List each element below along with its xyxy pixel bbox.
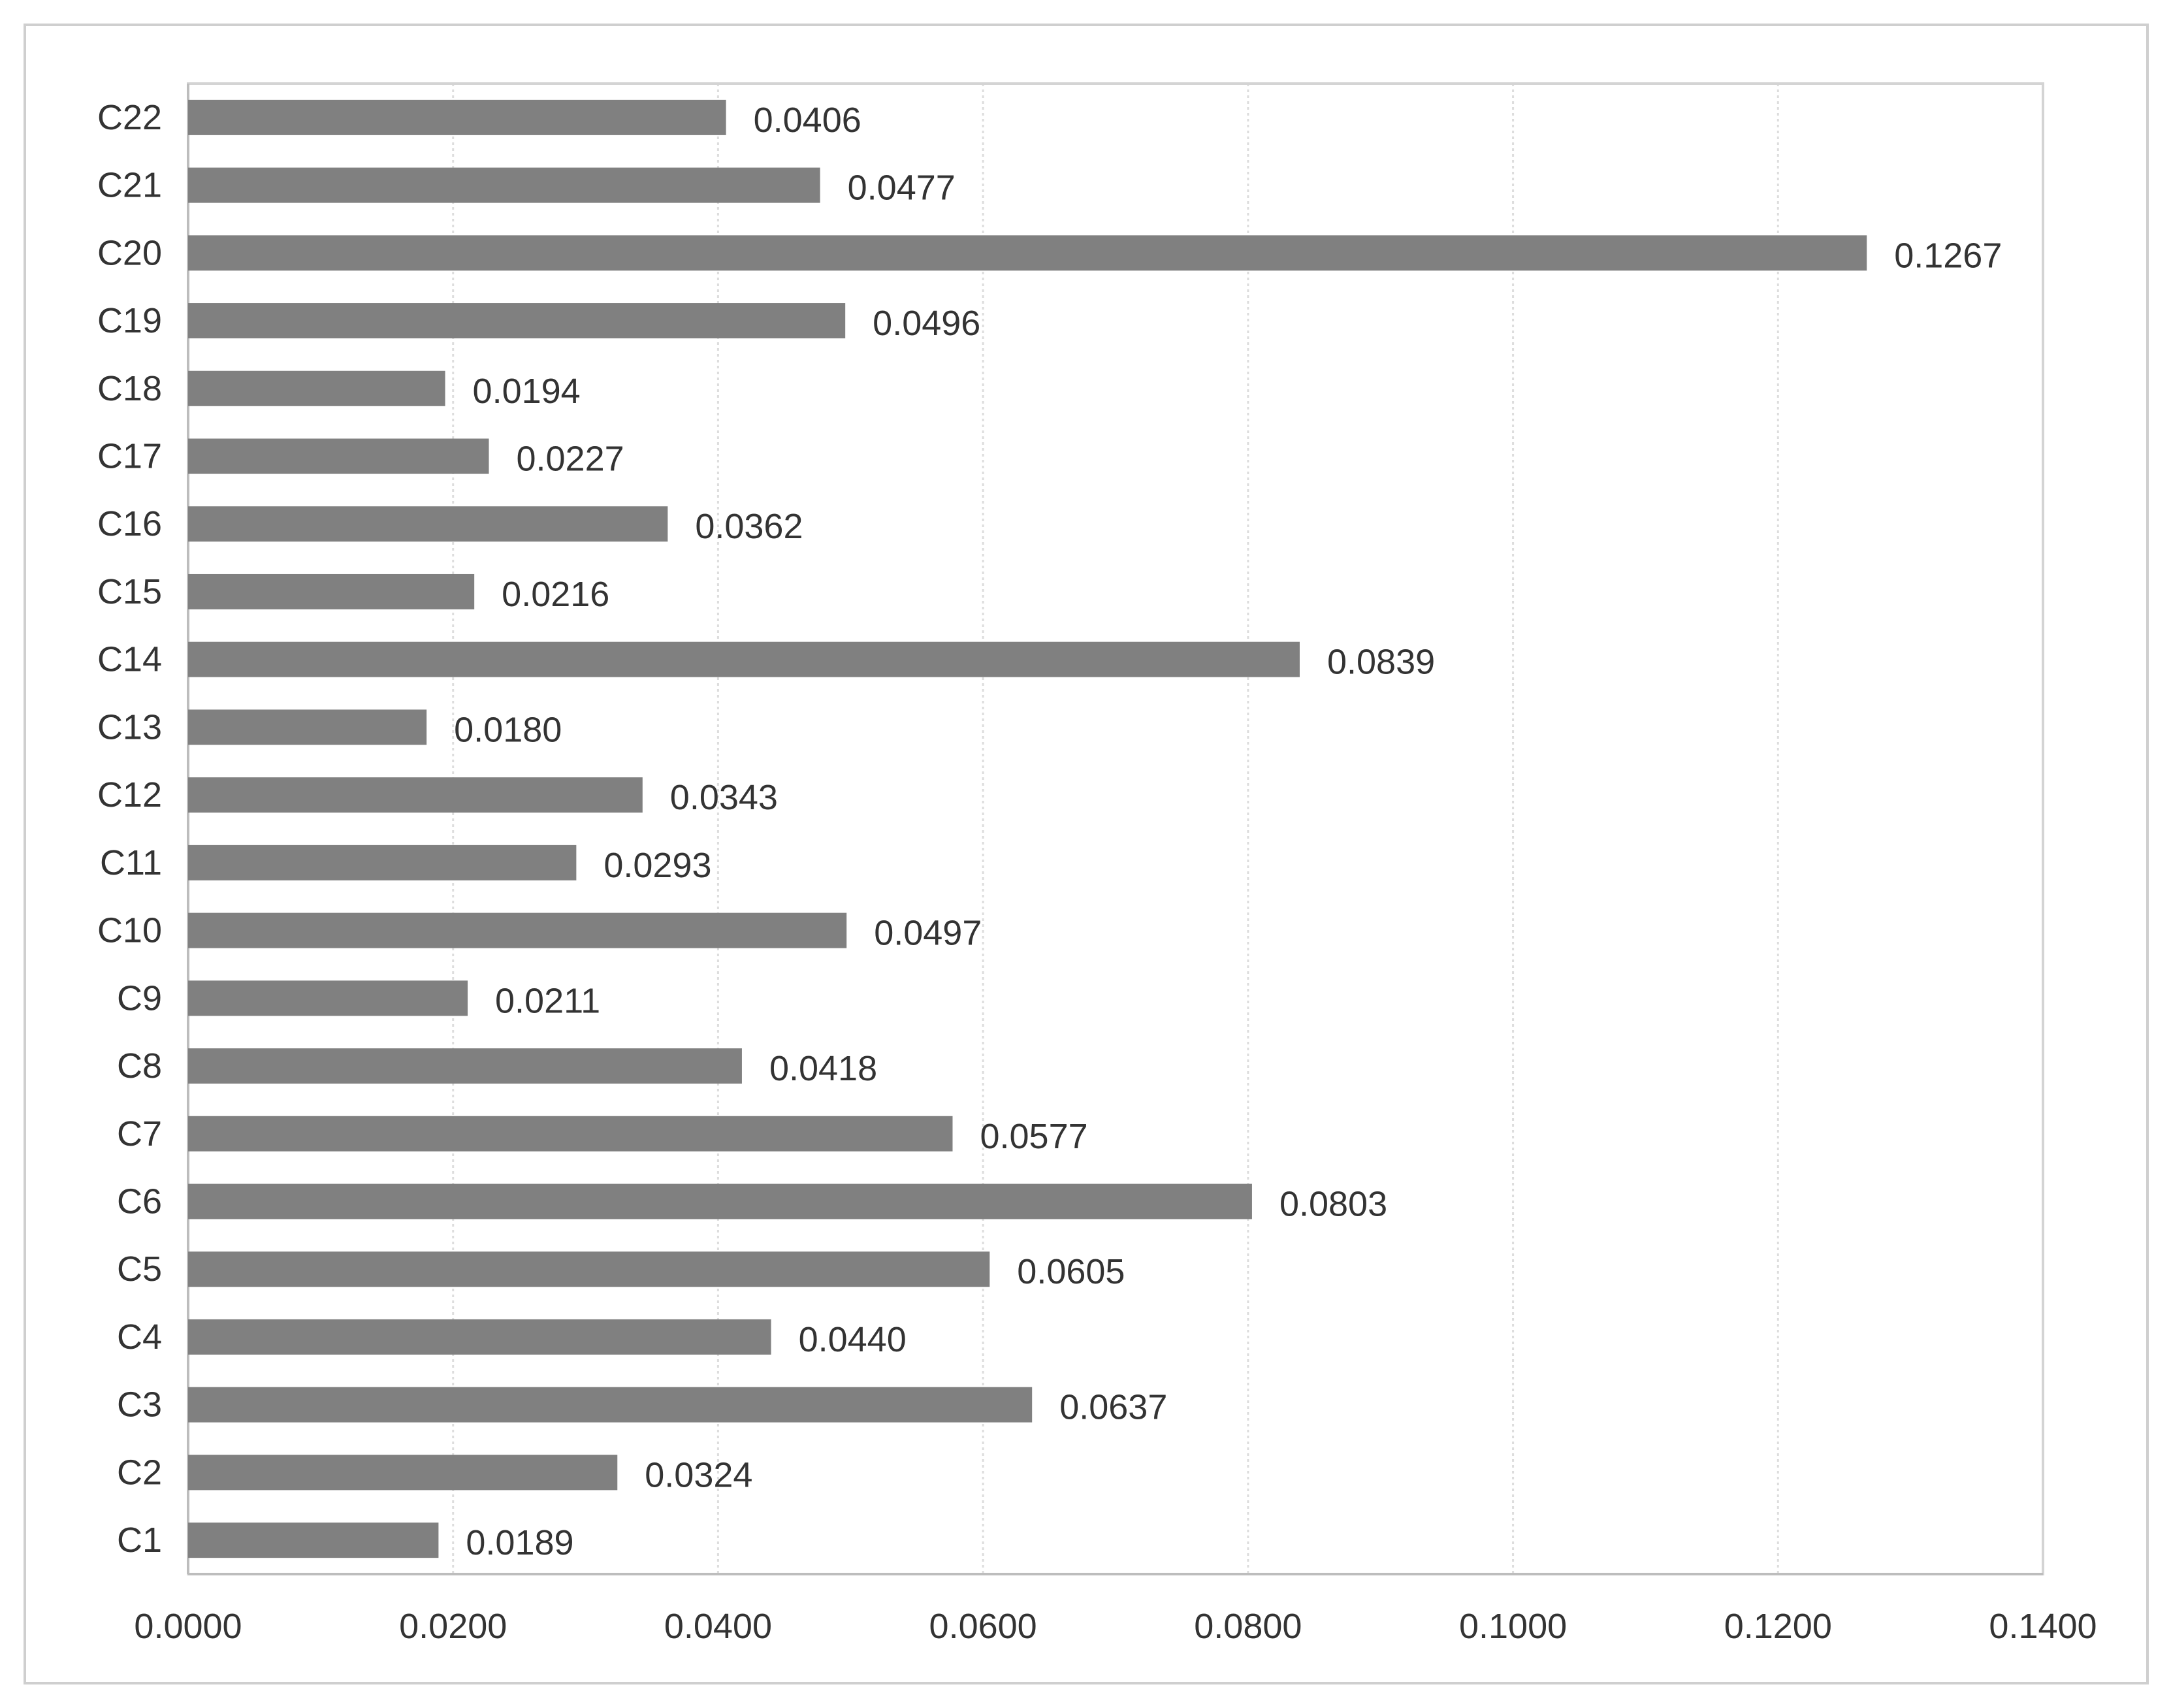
- bar-c10: [188, 912, 847, 948]
- data-label-c22: 0.0406: [754, 101, 861, 140]
- bar-c21: [188, 167, 820, 203]
- data-label-c16: 0.0362: [695, 507, 803, 546]
- bar-c17: [188, 438, 489, 474]
- data-label-c13: 0.0180: [454, 710, 562, 749]
- category-label-c18: C18: [97, 369, 162, 408]
- data-label-c19: 0.0496: [873, 304, 980, 343]
- x-tick-label: 0.0600: [929, 1607, 1037, 1646]
- bar-c11: [188, 845, 577, 880]
- category-label-c21: C21: [97, 166, 162, 205]
- data-label-c4: 0.0440: [799, 1320, 907, 1359]
- data-label-c21: 0.0477: [848, 169, 956, 208]
- data-label-c5: 0.0605: [1017, 1252, 1125, 1291]
- category-label-c6: C6: [117, 1182, 162, 1221]
- bar-c4: [188, 1319, 771, 1355]
- category-label-c8: C8: [117, 1046, 162, 1086]
- data-label-c15: 0.0216: [502, 575, 609, 614]
- data-label-c11: 0.0293: [603, 846, 711, 885]
- bar-c1: [188, 1523, 439, 1558]
- data-label-c8: 0.0418: [769, 1049, 877, 1088]
- bar-c2: [188, 1455, 618, 1490]
- bar-c6: [188, 1184, 1252, 1219]
- category-label-c16: C16: [97, 504, 162, 543]
- data-label-c14: 0.0839: [1327, 643, 1435, 682]
- bar-c20: [188, 235, 1867, 271]
- category-label-c13: C13: [97, 707, 162, 747]
- data-label-c6: 0.0803: [1279, 1185, 1387, 1224]
- category-label-c14: C14: [97, 640, 162, 679]
- category-label-c9: C9: [117, 978, 162, 1018]
- x-tick-label: 0.1400: [1989, 1607, 2097, 1646]
- category-label-c1: C1: [117, 1521, 162, 1560]
- category-label-c3: C3: [117, 1385, 162, 1425]
- data-label-c9: 0.0211: [495, 981, 600, 1020]
- data-label-c2: 0.0324: [645, 1455, 752, 1494]
- x-tick-label: 0.0400: [664, 1607, 772, 1646]
- x-tick-label: 0.1000: [1459, 1607, 1567, 1646]
- bar-c19: [188, 303, 846, 339]
- category-label-c15: C15: [97, 572, 162, 611]
- data-label-c7: 0.0577: [980, 1117, 1087, 1156]
- category-label-c11: C11: [100, 843, 162, 882]
- category-label-c17: C17: [97, 437, 162, 476]
- bar-c12: [188, 777, 643, 813]
- bar-c16: [188, 506, 668, 542]
- data-label-c17: 0.0227: [516, 440, 624, 479]
- bar-c7: [188, 1116, 953, 1152]
- bar-c9: [188, 980, 468, 1016]
- bar-c22: [188, 99, 726, 135]
- category-label-c20: C20: [97, 233, 162, 272]
- category-label-c7: C7: [117, 1114, 162, 1153]
- data-label-c20: 0.1267: [1894, 236, 2002, 275]
- data-label-c3: 0.0637: [1059, 1388, 1167, 1427]
- category-label-c2: C2: [117, 1453, 162, 1492]
- data-label-c12: 0.0343: [670, 778, 778, 817]
- bar-c14: [188, 641, 1300, 677]
- bar-c18: [188, 370, 445, 406]
- category-label-c4: C4: [117, 1317, 162, 1357]
- category-label-c12: C12: [97, 775, 162, 814]
- data-label-c18: 0.0194: [473, 372, 581, 411]
- category-label-c5: C5: [117, 1249, 162, 1289]
- bar-c13: [188, 709, 427, 745]
- x-tick-label: 0.0200: [399, 1607, 507, 1646]
- x-tick-label: 0.0800: [1194, 1607, 1302, 1646]
- bar-c5: [188, 1251, 990, 1287]
- bar-c3: [188, 1387, 1033, 1423]
- category-label-c19: C19: [97, 301, 162, 340]
- category-label-c22: C22: [97, 98, 162, 137]
- data-label-c10: 0.0497: [874, 914, 982, 953]
- x-tick-label: 0.0000: [134, 1607, 242, 1646]
- x-tick-label: 0.1200: [1724, 1607, 1832, 1646]
- data-label-c1: 0.0189: [466, 1523, 573, 1562]
- bar-c8: [188, 1048, 742, 1084]
- category-label-c10: C10: [97, 911, 162, 950]
- bar-c15: [188, 573, 475, 609]
